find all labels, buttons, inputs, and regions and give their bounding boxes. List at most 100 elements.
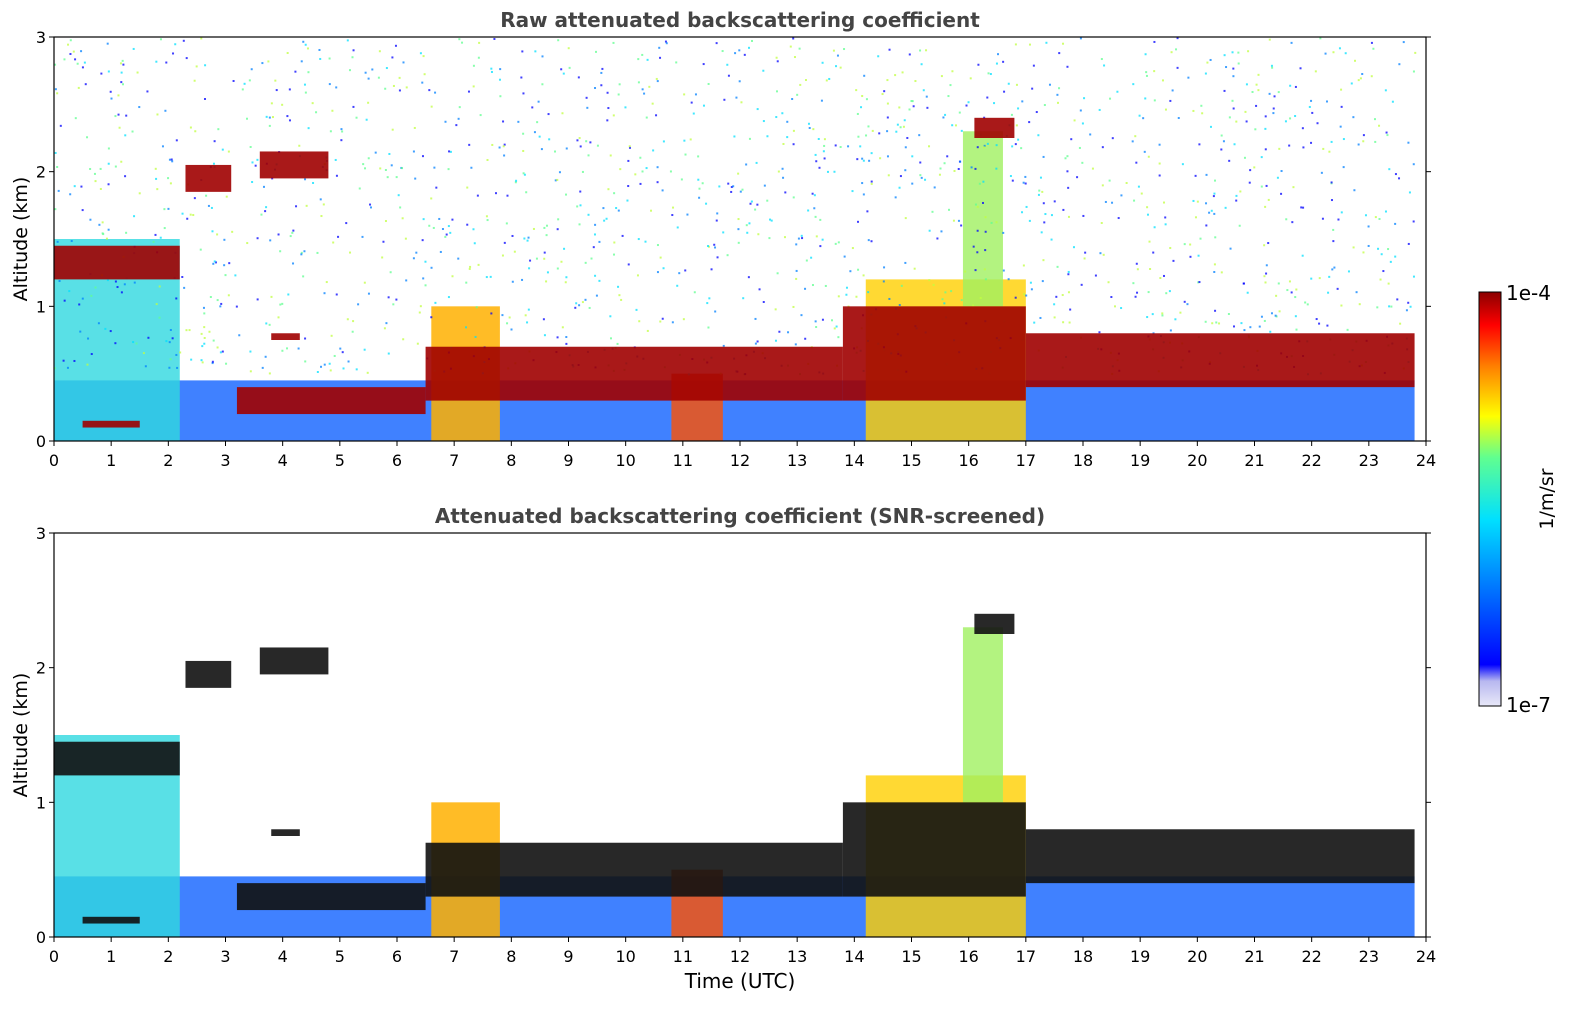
noise-speck <box>271 116 274 119</box>
noise-speck <box>475 306 478 309</box>
noise-speck <box>756 108 759 111</box>
noise-speck <box>114 342 117 345</box>
noise-speck <box>1189 255 1192 258</box>
noise-speck <box>351 56 354 59</box>
noise-speck <box>181 276 184 279</box>
noise-speck <box>346 39 349 42</box>
noise-speck <box>626 199 629 202</box>
noise-speck <box>972 304 975 307</box>
noise-speck <box>203 312 206 315</box>
noise-speck <box>523 173 526 176</box>
noise-speck <box>698 196 701 199</box>
noise-speck <box>887 174 890 177</box>
noise-speck <box>652 149 655 152</box>
noise-speck <box>578 223 581 226</box>
noise-speck <box>94 286 97 289</box>
noise-speck <box>1299 67 1302 70</box>
noise-speck <box>135 342 138 345</box>
noise-speck <box>1344 52 1347 55</box>
noise-speck <box>269 239 272 242</box>
noise-speck <box>870 182 873 185</box>
noise-speck <box>116 286 119 289</box>
noise-speck <box>1163 201 1166 204</box>
noise-speck <box>470 166 473 169</box>
axis-ticks: 0 1 2 3 4 5 6 7 8 9 10 11 12 13 14 15 16 17 18 19 20 21 22 23 24… <box>36 524 1436 966</box>
noise-speck <box>969 77 972 80</box>
noise-speck <box>745 163 748 166</box>
noise-speck <box>1346 328 1349 331</box>
noise-speck <box>323 363 326 366</box>
noise-speck <box>1089 133 1092 136</box>
noise-speck <box>672 206 675 209</box>
noise-speck <box>1164 223 1167 226</box>
noise-speck <box>1102 253 1105 256</box>
x-tick-label: 12 <box>730 947 750 966</box>
noise-speck <box>1147 291 1150 294</box>
noise-speck <box>651 102 654 105</box>
noise-speck <box>1011 145 1014 148</box>
noise-speck <box>792 37 795 40</box>
noise-speck <box>123 283 126 286</box>
noise-speck <box>741 188 744 191</box>
noise-speck <box>804 287 807 290</box>
noise-speck <box>1037 134 1040 137</box>
noise-speck <box>939 167 942 170</box>
noise-speck <box>1233 325 1236 328</box>
noise-speck <box>422 277 425 280</box>
noise-speck <box>881 93 884 96</box>
noise-speck <box>89 167 92 170</box>
noise-speck <box>984 278 987 281</box>
noise-speck <box>533 131 536 134</box>
noise-speck <box>1388 168 1391 171</box>
colorbar-min-label: 1e-7 <box>1506 693 1551 717</box>
noise-speck <box>225 195 228 198</box>
noise-speck <box>886 116 889 119</box>
noise-speck <box>528 267 531 270</box>
noise-speck <box>418 311 421 314</box>
noise-speck <box>386 176 389 179</box>
noise-speck <box>1032 64 1035 67</box>
noise-speck <box>683 93 686 96</box>
noise-speck <box>656 244 659 247</box>
noise-speck <box>1239 190 1242 193</box>
noise-speck <box>125 114 128 117</box>
noise-speck <box>281 103 284 106</box>
noise-speck <box>303 83 306 86</box>
noise-speck <box>54 88 57 91</box>
noise-speck <box>1265 264 1268 267</box>
noise-speck <box>1286 289 1289 292</box>
noise-speck <box>501 254 504 257</box>
noise-speck <box>1244 110 1247 113</box>
noise-speck <box>641 88 644 91</box>
noise-speck <box>974 167 977 170</box>
cloud-layer <box>185 164 232 192</box>
noise-speck <box>451 218 454 221</box>
noise-speck <box>391 128 394 131</box>
noise-speck <box>815 160 818 163</box>
noise-speck <box>1414 51 1417 54</box>
noise-speck <box>195 65 198 68</box>
noise-speck <box>511 234 514 237</box>
noise-speck <box>531 106 534 109</box>
noise-speck <box>107 162 110 165</box>
noise-speck <box>1378 124 1381 127</box>
noise-speck <box>742 297 745 300</box>
noise-speck <box>1066 170 1069 173</box>
noise-speck <box>1378 217 1381 220</box>
noise-speck <box>692 112 695 115</box>
noise-speck <box>835 65 838 68</box>
noise-speck <box>1098 331 1101 334</box>
noise-speck <box>1220 271 1223 274</box>
noise-speck <box>902 125 905 128</box>
noise-speck <box>335 174 338 177</box>
noise-speck <box>713 243 716 246</box>
noise-speck <box>1359 77 1362 80</box>
x-tick-label: 1 <box>106 947 116 966</box>
noise-speck <box>659 320 662 323</box>
noise-speck <box>600 84 603 87</box>
noise-speck <box>486 219 489 222</box>
noise-speck <box>346 318 349 321</box>
noise-speck <box>722 344 725 347</box>
noise-speck <box>565 193 568 196</box>
noise-speck <box>520 76 523 79</box>
